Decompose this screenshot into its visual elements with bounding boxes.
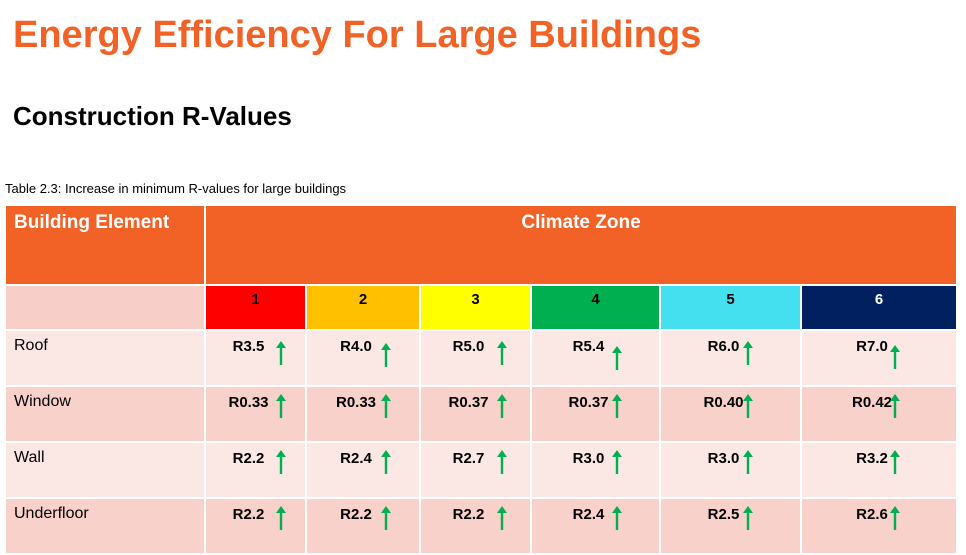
r-value: R3.2	[856, 450, 888, 467]
r-value: R4.0	[340, 338, 372, 355]
up-arrow-icon	[381, 343, 391, 367]
r-value-cell: R3.2	[800, 441, 958, 499]
r-value-cell: R3.0	[530, 441, 661, 499]
r-value: R2.7	[452, 450, 485, 467]
r-value: R3.5	[232, 338, 265, 355]
section-subtitle: Construction R-Values	[13, 101, 292, 131]
r-value-cell: R2.2	[204, 497, 307, 555]
header-row: Building Element Climate Zone	[4, 204, 958, 286]
up-arrow-icon	[890, 506, 900, 530]
r-value: R7.0	[856, 338, 888, 355]
r-value-cell: R2.2	[305, 497, 421, 555]
up-arrow-icon	[743, 450, 753, 474]
up-arrow-icon	[497, 506, 507, 530]
zone-4-header: 4	[530, 284, 661, 331]
zone-row-blank	[4, 284, 206, 331]
up-arrow-icon	[612, 506, 622, 530]
r-value-cell: R0.42	[800, 385, 958, 443]
r-value: R2.4	[572, 506, 605, 523]
r-value: R2.2	[232, 450, 265, 467]
r-value: R6.0	[707, 338, 740, 355]
r-value: R2.2	[340, 506, 372, 523]
up-arrow-icon	[276, 506, 286, 530]
r-value-cell: R6.0	[659, 329, 802, 387]
r-value-cell: R2.5	[659, 497, 802, 555]
page-title: Energy Efficiency For Large Buildings	[13, 14, 702, 56]
up-arrow-icon	[743, 506, 753, 530]
row-label: Underfloor	[4, 497, 206, 555]
up-arrow-icon	[890, 394, 900, 418]
r-value: R0.37	[568, 394, 609, 411]
up-arrow-icon	[890, 345, 900, 369]
up-arrow-icon	[612, 450, 622, 474]
r-value-cell: R2.4	[305, 441, 421, 499]
up-arrow-icon	[497, 450, 507, 474]
r-value-cell: R2.4	[530, 497, 661, 555]
table-row: Wall R2.2 R2.4 R2.7 R3.0 R3.0 R3.2	[4, 441, 958, 499]
r-value-cell: R0.40	[659, 385, 802, 443]
r-value-cell: R2.7	[419, 441, 532, 499]
row-label: Wall	[4, 441, 206, 499]
r-value: R0.33	[335, 394, 377, 411]
r-value: R0.42	[851, 394, 893, 411]
r-value: R2.2	[452, 506, 485, 523]
up-arrow-icon	[276, 394, 286, 418]
r-value-cell: R5.0	[419, 329, 532, 387]
r-value-cell: R3.0	[659, 441, 802, 499]
r-value: R2.2	[232, 506, 265, 523]
up-arrow-icon	[612, 346, 622, 370]
r-value-cell: R0.33	[305, 385, 421, 443]
r-value: R2.4	[340, 450, 372, 467]
r-value-cell: R2.6	[800, 497, 958, 555]
zone-5-header: 5	[659, 284, 802, 331]
up-arrow-icon	[497, 394, 507, 418]
up-arrow-icon	[743, 341, 753, 365]
r-value: R3.0	[572, 450, 605, 467]
up-arrow-icon	[612, 394, 622, 418]
r-value-cell: R3.5	[204, 329, 307, 387]
zone-2-header: 2	[305, 284, 421, 331]
r-value-cell: R0.33	[204, 385, 307, 443]
zone-3-header: 3	[419, 284, 532, 331]
climate-zone-header: Climate Zone	[204, 204, 958, 286]
zone-1-header: 1	[204, 284, 307, 331]
r-value-cell: R0.37	[530, 385, 661, 443]
up-arrow-icon	[276, 341, 286, 365]
r-value: R2.6	[856, 506, 888, 523]
r-value-cell: R5.4	[530, 329, 661, 387]
table-row: Window R0.33 R0.33 R0.37 R0.37 R0.40 R0.42	[4, 385, 958, 443]
table-row: Roof R3.5 R4.0 R5.0 R5.4 R6.0 R7.0	[4, 329, 958, 387]
r-value: R0.37	[448, 394, 489, 411]
up-arrow-icon	[743, 394, 753, 418]
r-value-cell: R2.2	[419, 497, 532, 555]
zone-6-header: 6	[800, 284, 958, 331]
r-value: R0.40	[703, 394, 744, 411]
up-arrow-icon	[276, 450, 286, 474]
up-arrow-icon	[497, 341, 507, 365]
r-value: R0.33	[228, 394, 269, 411]
r-value-cell: R0.37	[419, 385, 532, 443]
r-value-cell: R2.2	[204, 441, 307, 499]
r-value: R3.0	[707, 450, 740, 467]
r-value: R2.5	[707, 506, 740, 523]
r-value: R5.0	[452, 338, 485, 355]
row-label: Roof	[4, 329, 206, 387]
r-value-cell: R4.0	[305, 329, 421, 387]
up-arrow-icon	[381, 506, 391, 530]
r-value: R5.4	[572, 338, 605, 355]
r-value-cell: R7.0	[800, 329, 958, 387]
table-row: Underfloor R2.2 R2.2 R2.2 R2.4 R2.5 R2.6	[4, 497, 958, 555]
table-caption: Table 2.3: Increase in minimum R-values …	[5, 181, 347, 196]
building-element-header: Building Element	[4, 204, 206, 286]
up-arrow-icon	[890, 450, 900, 474]
up-arrow-icon	[381, 450, 391, 474]
up-arrow-icon	[381, 394, 391, 418]
row-label: Window	[4, 385, 206, 443]
